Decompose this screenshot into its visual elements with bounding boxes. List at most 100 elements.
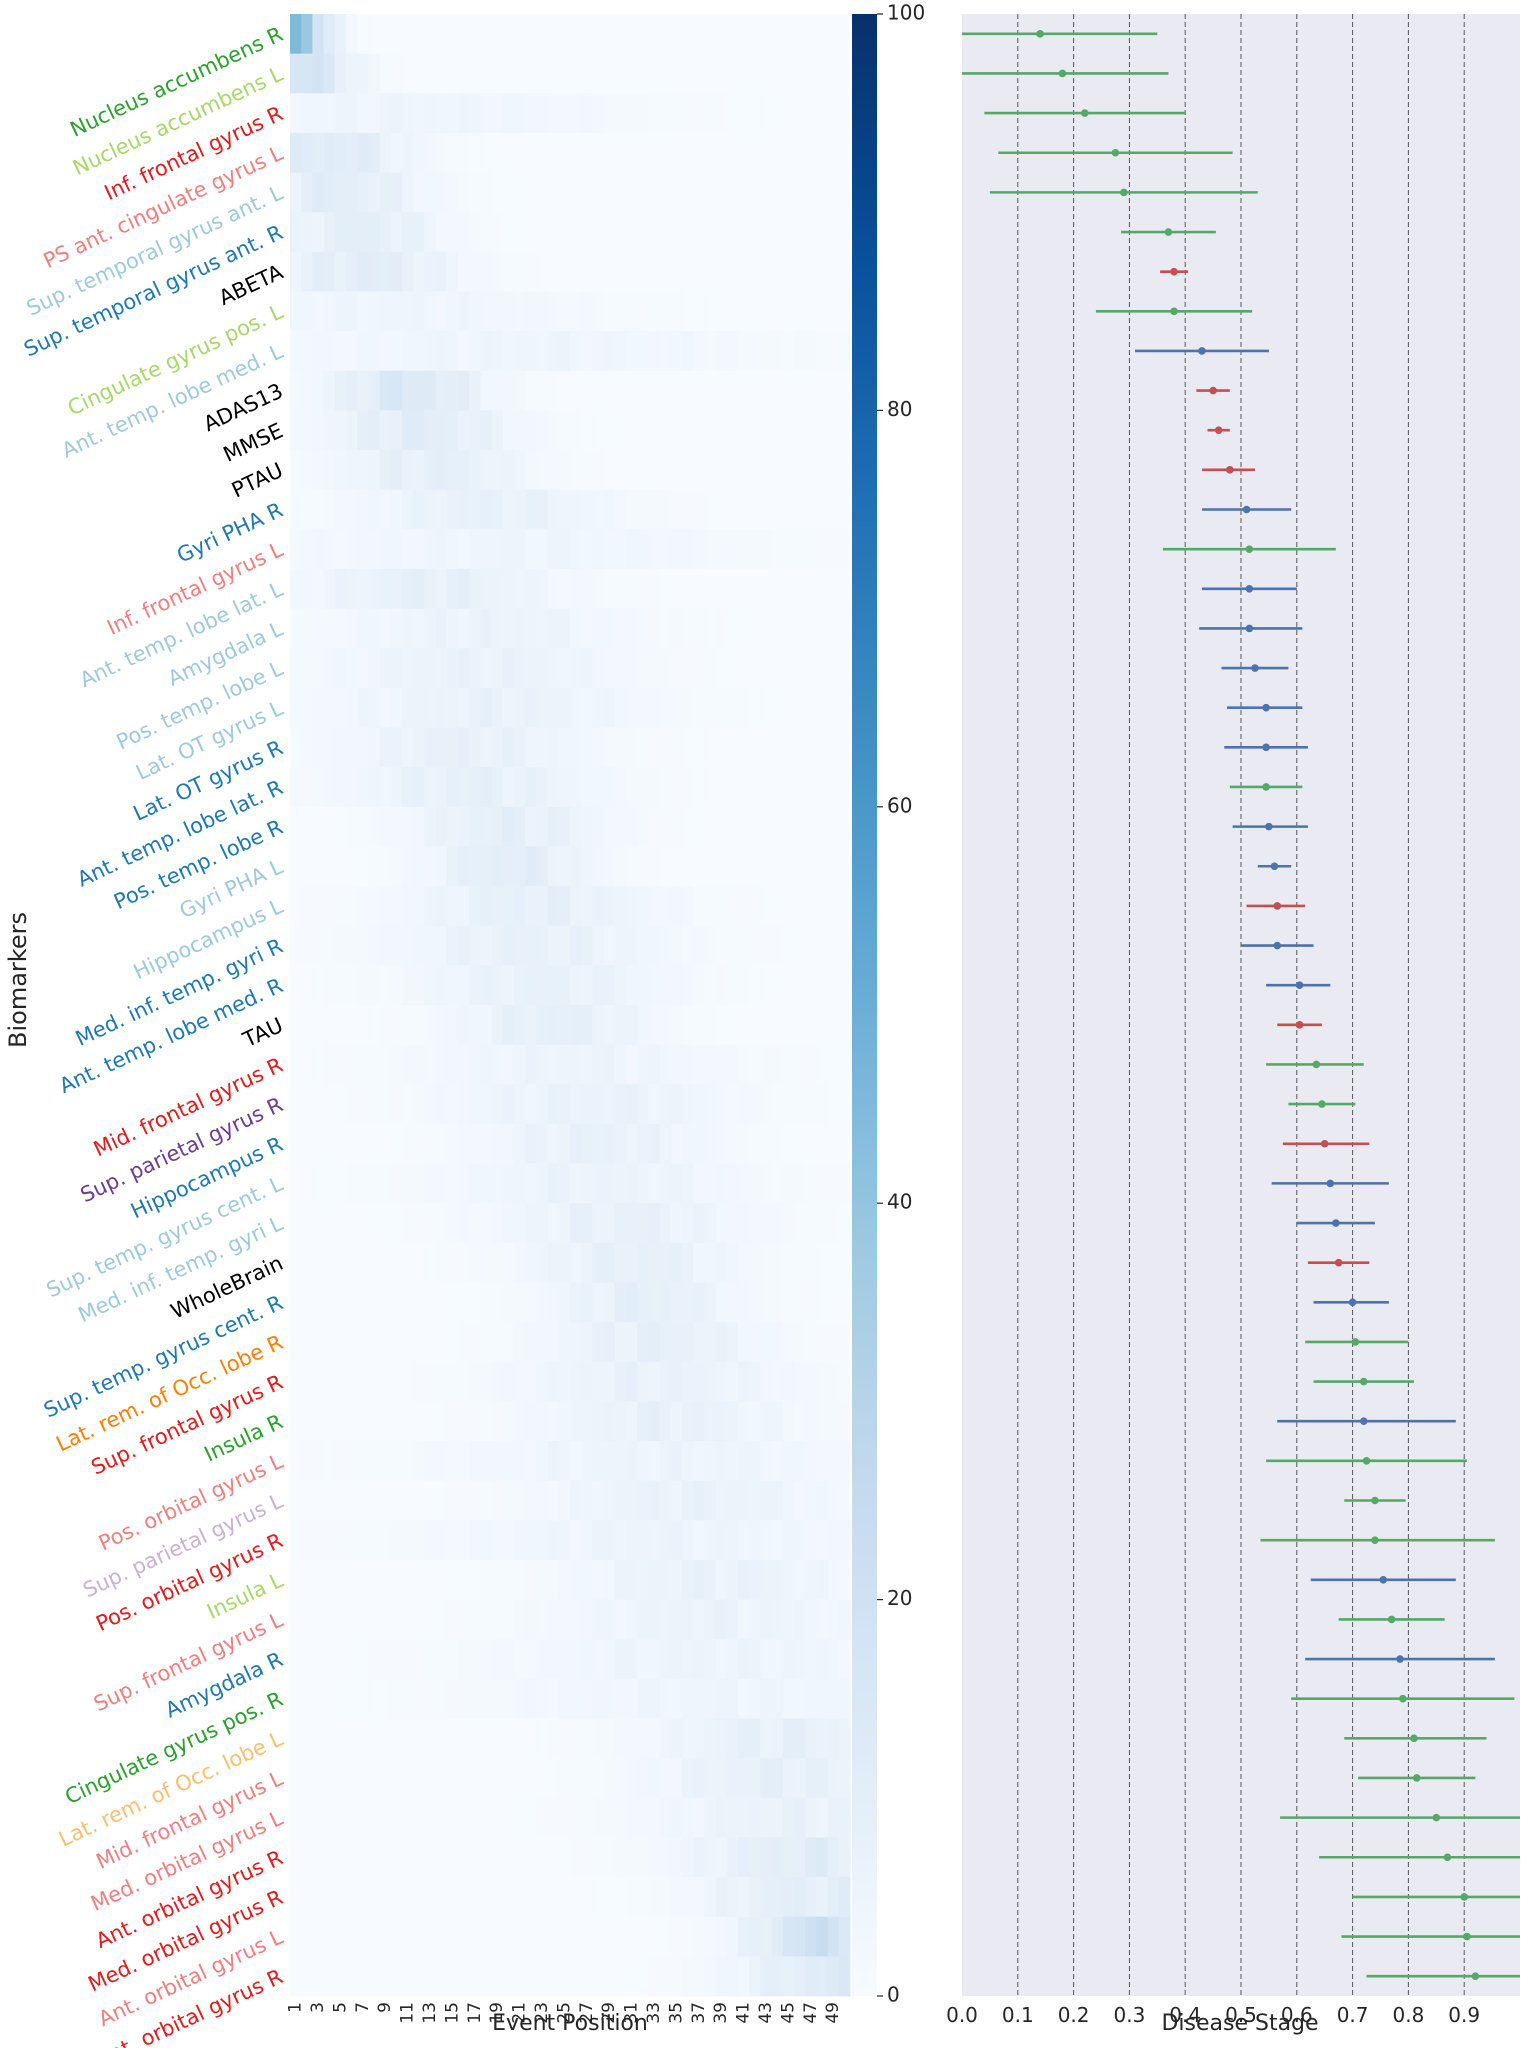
heatmap-cell	[626, 568, 638, 609]
heatmap-cell	[581, 1599, 593, 1640]
heatmap-cell	[805, 1242, 817, 1283]
heatmap-cell	[693, 1797, 705, 1838]
heatmap-x-tick-label: 39	[711, 2002, 731, 2024]
heatmap-cell	[368, 1044, 380, 1085]
heatmap-cell	[334, 1322, 347, 1363]
heatmap-cell	[525, 608, 537, 649]
heatmap-cell	[570, 1916, 582, 1957]
heatmap-cell	[626, 1123, 638, 1164]
heatmap-cell	[771, 925, 784, 966]
heatmap-cell	[357, 1559, 369, 1600]
heatmap-cell	[368, 687, 380, 728]
heatmap-cell	[659, 767, 672, 808]
heatmap-cell	[738, 1282, 750, 1323]
heatmap-cell	[323, 1044, 336, 1085]
heatmap-cell	[603, 806, 616, 847]
heatmap-cell	[480, 1639, 492, 1680]
stage-point	[1399, 1694, 1407, 1703]
heatmap-cell	[570, 568, 582, 609]
heatmap-cell	[626, 1322, 638, 1363]
heatmap-cell	[480, 1718, 492, 1759]
heatmap-cell	[536, 489, 548, 530]
heatmap-cell	[547, 331, 560, 372]
heatmap-cell	[514, 1559, 526, 1600]
heatmap-cell	[693, 767, 705, 808]
heatmap-cell	[536, 410, 548, 451]
heatmap-cell	[558, 1480, 571, 1521]
heatmap-cell	[816, 1877, 828, 1918]
heatmap-cell	[469, 331, 481, 372]
heatmap-cell	[726, 1916, 739, 1957]
heatmap-cell	[726, 14, 739, 55]
heatmap-cell	[760, 251, 772, 292]
heatmap-cell	[334, 251, 347, 292]
heatmap-cell	[782, 1956, 795, 1997]
heatmap-cell	[816, 767, 828, 808]
heatmap-cell	[648, 1559, 660, 1600]
heatmap-cell	[402, 925, 414, 966]
heatmap-cell	[402, 1639, 414, 1680]
heatmap-cell	[402, 1242, 414, 1283]
heatmap-cell	[805, 1956, 817, 1997]
heatmap-cell	[402, 1916, 414, 1957]
heatmap-cell	[659, 1005, 672, 1046]
heatmap-cell	[424, 1639, 436, 1680]
heatmap-cell	[771, 846, 784, 887]
heatmap-cell	[334, 965, 347, 1006]
heatmap-cell	[614, 1203, 627, 1244]
heatmap-cell	[614, 291, 627, 332]
heatmap-cell	[491, 1877, 504, 1918]
heatmap-cell	[502, 1242, 515, 1283]
heatmap-cell	[413, 1480, 425, 1521]
heatmap-cell	[838, 1797, 851, 1838]
heatmap-cell	[346, 1005, 358, 1046]
heatmap-cell	[704, 648, 716, 689]
heatmap-cell	[525, 1480, 537, 1521]
heatmap-cell	[435, 1282, 448, 1323]
heatmap-cell	[738, 767, 750, 808]
heatmap-cell	[771, 648, 784, 689]
heatmap-cell	[413, 1797, 425, 1838]
heatmap-cell	[838, 331, 851, 372]
heatmap-cell	[446, 1599, 459, 1640]
heatmap-cell	[603, 1480, 616, 1521]
heatmap-cell	[390, 1837, 403, 1878]
heatmap-cell	[581, 608, 593, 649]
heatmap-cell	[368, 1678, 380, 1719]
heatmap-cell	[390, 767, 403, 808]
heatmap-cell	[558, 608, 571, 649]
heatmap-cell	[805, 172, 817, 213]
heatmap-cell	[693, 1322, 705, 1363]
heatmap-cell	[838, 806, 851, 847]
heatmap-cell	[491, 1441, 504, 1482]
heatmap-cell	[413, 410, 425, 451]
heatmap-cell	[301, 1163, 313, 1204]
heatmap-cell	[323, 1718, 336, 1759]
heatmap-cell	[357, 1520, 369, 1561]
heatmap-cell	[603, 53, 616, 94]
heatmap-cell	[782, 14, 795, 55]
heatmap-cell	[390, 1401, 403, 1442]
heatmap-cell	[760, 1599, 772, 1640]
heatmap-cell	[536, 648, 548, 689]
heatmap-cell	[323, 727, 336, 768]
heatmap-cell	[502, 1282, 515, 1323]
heatmap-cell	[581, 212, 593, 253]
heatmap-cell	[413, 172, 425, 213]
heatmap-cell	[558, 132, 571, 173]
heatmap-cell	[827, 14, 840, 55]
heatmap-cell	[614, 53, 627, 94]
heatmap-cell	[514, 846, 526, 887]
heatmap-cell	[525, 1956, 537, 1997]
heatmap-cell	[749, 1084, 761, 1125]
heatmap-cell	[816, 568, 828, 609]
heatmap-cell	[637, 212, 649, 253]
heatmap-cell	[480, 53, 492, 94]
heatmap-cell	[726, 1203, 739, 1244]
heatmap-cell	[547, 925, 560, 966]
stage-point	[1262, 783, 1270, 791]
heatmap-cell	[290, 1758, 302, 1799]
heatmap-cell	[626, 1877, 638, 1918]
heatmap-cell	[726, 1639, 739, 1680]
heatmap-cell	[458, 1282, 470, 1323]
